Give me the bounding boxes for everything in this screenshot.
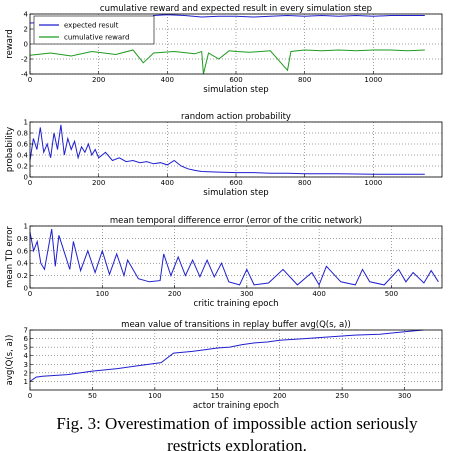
y-tick-label: 0.8 [17, 130, 28, 138]
x-tick-label: 600 [229, 76, 242, 84]
y-tick-label: 1 [24, 119, 28, 127]
y-tick-label: 0 [24, 285, 28, 293]
x-axis-label: simulation step [203, 85, 268, 95]
y-tick-label: 2 [24, 369, 28, 377]
series-line-1 [29, 229, 439, 287]
x-tick-label: 0 [28, 290, 32, 298]
caption-line-2: restricts exploration. [167, 436, 307, 451]
x-tick-label: 0 [28, 76, 32, 84]
figure-caption: Fig. 3: Overestimation of impossible act… [0, 413, 474, 451]
y-tick-label: 0.8 [17, 235, 28, 243]
legend: expected result cumulative reward [33, 15, 155, 45]
y-tick-label: 0 [24, 174, 28, 182]
x-tick-label: 800 [298, 76, 311, 84]
y-tick-label: 7 [24, 327, 28, 335]
x-axis-label: actor training epoch [193, 401, 279, 411]
y-axis-label: mean TD error [5, 226, 15, 288]
y-tick-label: 0.6 [17, 141, 29, 149]
legend-label: expected result [64, 22, 119, 30]
x-tick-label: 300 [240, 290, 253, 298]
x-tick-label: 300 [398, 392, 411, 400]
y-axis-label: avg(Q(s, a)) [5, 335, 15, 386]
x-axis-label: critic training epoch [193, 299, 278, 309]
y-tick-label: 4 [24, 11, 29, 19]
legend-box [33, 15, 155, 45]
y-axis-label: reward [5, 29, 15, 58]
x-tick-label: 150 [211, 392, 224, 400]
y-tick-label: 5 [24, 344, 28, 352]
y-tick-label: 3 [24, 361, 28, 369]
x-tick-label: 200 [273, 392, 286, 400]
chart-title: cumulative reward and expected result in… [100, 4, 372, 14]
y-tick-label: 0.4 [17, 152, 29, 160]
x-tick-label: 600 [229, 179, 242, 187]
y-tick-label: 0.6 [17, 247, 29, 255]
series-line-1 [29, 329, 424, 382]
x-tick-label: 200 [92, 179, 105, 187]
x-tick-label: 50 [88, 392, 97, 400]
y-tick-label: 1 [24, 378, 28, 386]
x-tick-label: 400 [312, 290, 325, 298]
chart-title: random action probability [181, 112, 291, 122]
x-tick-label: 0 [28, 392, 32, 400]
chart-title: mean temporal difference error (error of… [110, 216, 362, 226]
chart-panel-1: 0 200 400 600 800 1000 -4 -2 0 2 4 cumulative rewar… [5, 4, 443, 95]
y-tick-label: 0.2 [17, 163, 28, 171]
y-tick-label: 2 [24, 26, 28, 34]
x-tick-label: 1000 [364, 179, 382, 187]
x-tick-label: 200 [168, 290, 181, 298]
y-axis-label: probability [5, 127, 15, 172]
x-tick-label: 400 [161, 76, 174, 84]
x-tick-label: 0 [28, 179, 32, 187]
y-tick-label: 0.2 [17, 272, 28, 280]
plot-area [30, 330, 442, 390]
series-line-2 [29, 49, 425, 75]
x-tick-label: 500 [385, 290, 398, 298]
series-line-1 [29, 124, 425, 175]
x-tick-label: 100 [96, 290, 109, 298]
legend-label: cumulative reward [64, 34, 129, 42]
caption-line-1: Fig. 3: Overestimation of impossible act… [56, 414, 418, 433]
x-tick-label: 250 [335, 392, 348, 400]
plot-frame [29, 225, 443, 289]
y-tick-label: -4 [21, 71, 29, 79]
x-tick-label: 1000 [364, 76, 382, 84]
chart-panel-3: 0 100 200 300 400 500 0 0.2 0.4 0.6 0.8 1 mean tempo… [5, 216, 443, 309]
x-axis-label: simulation step [203, 188, 268, 198]
y-tick-label: 0.4 [17, 260, 29, 268]
y-tick-label: 4 [24, 352, 29, 360]
y-tick-label: 6 [24, 335, 29, 343]
x-tick-label: 400 [161, 179, 174, 187]
y-tick-label: 0 [24, 41, 28, 49]
y-tick-label: -2 [21, 56, 28, 64]
plot-frame [29, 329, 443, 391]
plot-area [30, 226, 442, 288]
x-tick-label: 200 [92, 76, 105, 84]
x-tick-label: 100 [148, 392, 161, 400]
y-tick-label: 1 [24, 223, 28, 231]
x-tick-label: 800 [298, 179, 311, 187]
chart-title: mean value of transitions in replay buff… [121, 320, 351, 330]
